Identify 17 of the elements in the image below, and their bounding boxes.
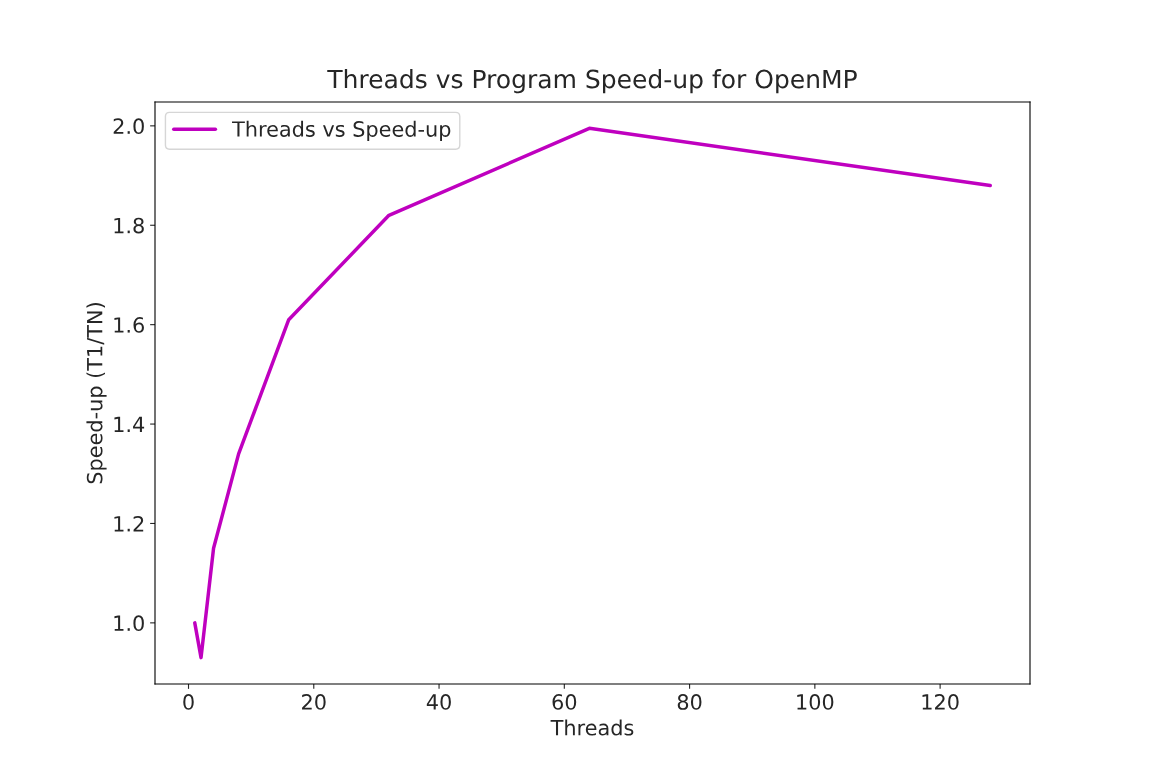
legend-label: Threads vs Speed-up [232,120,451,141]
x-tick-label: 60 [552,694,577,710]
chart-title: Threads vs Program Speed-up for OpenMP [327,69,857,94]
y-axis-title: Speed-up (T1/TN) [86,303,107,484]
y-tick-label: 1.4 [114,416,145,432]
x-axis-title: Threads [550,719,634,736]
x-tick-label: 80 [677,694,702,710]
x-tick-label: 100 [797,694,834,710]
y-tick-label: 1.6 [114,317,144,333]
y-tick-label: 1.2 [114,515,144,532]
x-tick-label: 40 [426,694,451,710]
y-tick-label: 2.0 [113,118,144,135]
y-tick-label: 1.0 [114,615,144,632]
x-tick-label: 0 [183,694,194,710]
x-tick-label: 20 [302,694,326,710]
y-tick-label: 1.8 [114,217,144,234]
x-tick-label: 120 [922,694,959,710]
